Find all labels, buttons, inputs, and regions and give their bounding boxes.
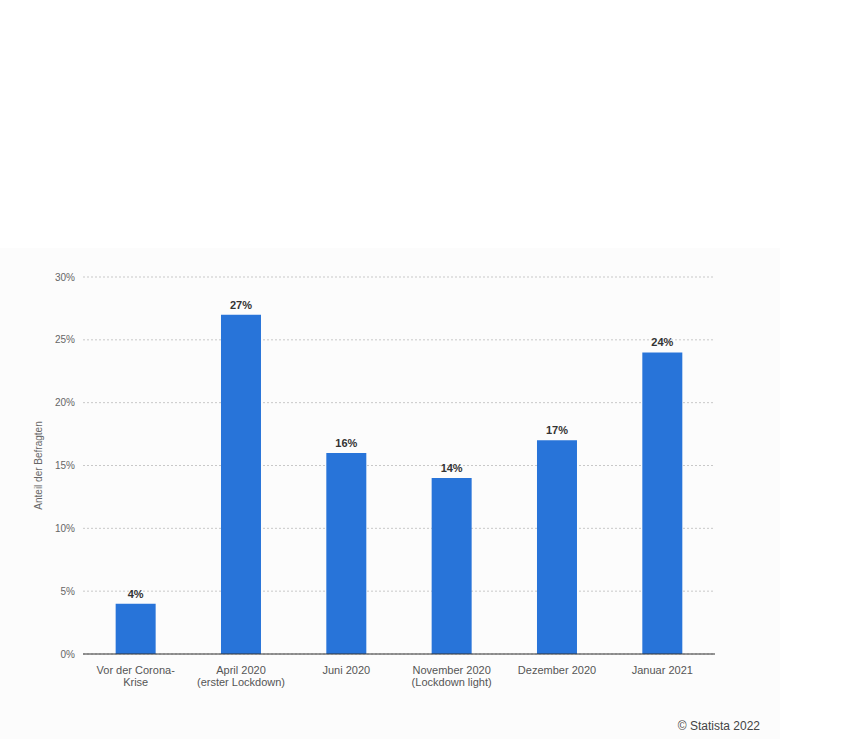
svg-text:16%: 16% xyxy=(335,437,357,449)
svg-text:27%: 27% xyxy=(230,299,252,311)
svg-text:Dezember 2020: Dezember 2020 xyxy=(518,664,596,676)
svg-text:0%: 0% xyxy=(61,649,76,660)
svg-text:5%: 5% xyxy=(61,586,76,597)
svg-text:November 2020(Lockdown light): November 2020(Lockdown light) xyxy=(412,664,492,688)
html-text:© Statista 2022: © Statista 2022 xyxy=(677,719,760,733)
svg-text:Juni 2020: Juni 2020 xyxy=(322,664,370,676)
svg-text:25%: 25% xyxy=(55,334,75,345)
svg-text:April 2020(erster Lockdown): April 2020(erster Lockdown) xyxy=(197,664,285,688)
svg-text:15%: 15% xyxy=(55,460,75,471)
svg-text:24%: 24% xyxy=(651,336,673,348)
svg-text:Anteil der Befragten: Anteil der Befragten xyxy=(33,421,44,509)
svg-text:Januar 2021: Januar 2021 xyxy=(632,664,693,676)
svg-text:14%: 14% xyxy=(441,462,463,474)
svg-text:20%: 20% xyxy=(55,397,75,408)
svg-text:4%: 4% xyxy=(128,588,144,600)
svg-text:Vor der Corona-Krise: Vor der Corona-Krise xyxy=(97,664,176,688)
svg-text:17%: 17% xyxy=(546,424,568,436)
svg-text:30%: 30% xyxy=(55,272,75,283)
svg-text:10%: 10% xyxy=(55,523,75,534)
